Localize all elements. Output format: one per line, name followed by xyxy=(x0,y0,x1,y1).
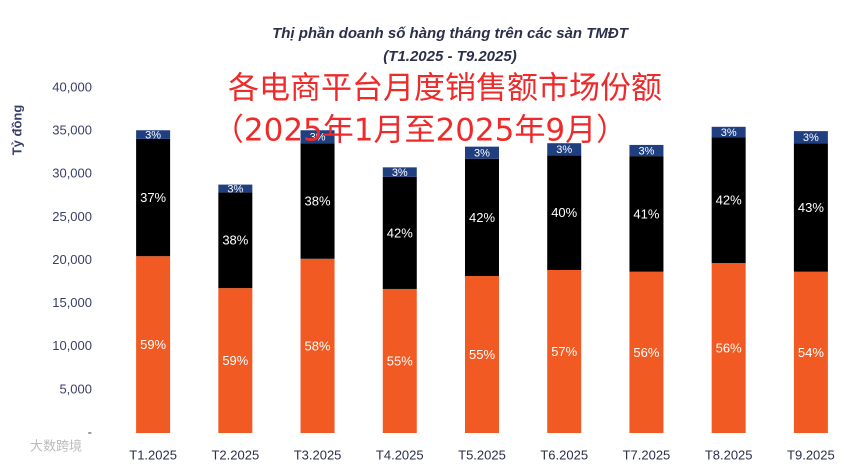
bar-segment xyxy=(136,256,171,433)
data-label: 55% xyxy=(387,353,413,368)
bar-segment xyxy=(711,126,746,138)
y-axis-label: Tỷ đồng xyxy=(9,105,24,156)
data-label: 42% xyxy=(716,193,742,208)
data-label: 3% xyxy=(556,144,572,156)
data-label: 3% xyxy=(638,145,654,157)
bar-segment xyxy=(711,137,746,264)
data-label: 3% xyxy=(803,132,819,144)
data-label: 3% xyxy=(227,183,243,195)
data-label: 3% xyxy=(310,132,326,144)
bar-segment xyxy=(793,143,828,272)
data-label: 3% xyxy=(145,129,161,141)
watermark: 大数跨境 xyxy=(30,440,82,455)
data-label: 42% xyxy=(469,210,495,225)
data-label: 3% xyxy=(474,148,490,160)
x-tick-label: T1.2025 xyxy=(129,447,177,462)
bar-segment xyxy=(629,271,664,433)
bar-segment xyxy=(382,167,417,177)
chart-subtitle: (T1.2025 - T9.2025) xyxy=(383,48,516,65)
bar-segment xyxy=(218,288,253,433)
data-label: 3% xyxy=(392,167,408,179)
bar-segment xyxy=(382,288,417,433)
bar-segment xyxy=(300,143,335,259)
x-tick-label: T3.2025 xyxy=(294,447,342,462)
data-label: 42% xyxy=(387,225,413,240)
data-label: 38% xyxy=(305,193,331,208)
y-tick-label: 5,000 xyxy=(59,381,92,396)
x-tick-label: T2.2025 xyxy=(211,447,259,462)
data-label: 56% xyxy=(633,345,659,360)
bar-segment xyxy=(465,146,499,159)
bar-segment xyxy=(136,138,171,257)
bar-segment xyxy=(711,263,746,433)
bar-segment xyxy=(218,184,253,193)
bar-segment xyxy=(465,276,499,433)
bar-segment xyxy=(300,258,335,433)
y-tick-label: 25,000 xyxy=(52,209,92,224)
data-label: 59% xyxy=(140,337,166,352)
bar-segment xyxy=(547,143,582,156)
x-tick-label: T8.2025 xyxy=(705,447,753,462)
data-label: 37% xyxy=(140,190,166,205)
x-tick-label: T9.2025 xyxy=(787,447,835,462)
bar-segment xyxy=(382,176,417,289)
data-label: 41% xyxy=(633,206,659,221)
data-label: 59% xyxy=(222,353,248,368)
bar-segment xyxy=(547,269,582,433)
y-tick-label: 20,000 xyxy=(52,252,92,267)
bar-segment xyxy=(300,130,335,144)
y-tick-label: 30,000 xyxy=(52,166,92,181)
x-tick-label: T5.2025 xyxy=(458,447,506,462)
overlay-subtitle: （2025年1月至2025年9月） xyxy=(213,113,627,149)
y-tick-label: 35,000 xyxy=(52,123,92,138)
bar-segment xyxy=(793,271,828,433)
data-label: 54% xyxy=(798,345,824,360)
data-label: 57% xyxy=(551,344,577,359)
bar-segment xyxy=(218,192,253,289)
bar-segment xyxy=(793,131,828,144)
bar-segment xyxy=(629,144,664,157)
y-tick-label: 15,000 xyxy=(52,295,92,310)
data-label: 40% xyxy=(551,205,577,220)
y-tick-label: 40,000 xyxy=(52,79,92,94)
bar-segment xyxy=(136,130,171,139)
bar-segment xyxy=(465,158,499,277)
bar-segment xyxy=(629,156,664,272)
x-tick-label: T6.2025 xyxy=(540,447,588,462)
overlay-title: 各电商平台月度销售额市场份额 xyxy=(228,71,662,107)
x-tick-label: T4.2025 xyxy=(376,447,424,462)
data-label: 58% xyxy=(305,338,331,353)
bar-segment xyxy=(547,155,582,270)
plot-area: - 5,000 10,000 15,000 20,000 25,000 30,000 35,0… xyxy=(52,79,835,462)
y-tick-label: - xyxy=(88,424,92,439)
data-label: 38% xyxy=(222,233,248,248)
y-tick-label: 10,000 xyxy=(52,338,92,353)
data-label: 3% xyxy=(721,127,737,139)
data-label: 55% xyxy=(469,347,495,362)
data-label: 56% xyxy=(716,340,742,355)
chart-title: Thị phần doanh số hàng tháng trên các sà… xyxy=(272,25,630,42)
x-tick-label: T7.2025 xyxy=(623,447,671,462)
data-label: 43% xyxy=(798,200,824,215)
